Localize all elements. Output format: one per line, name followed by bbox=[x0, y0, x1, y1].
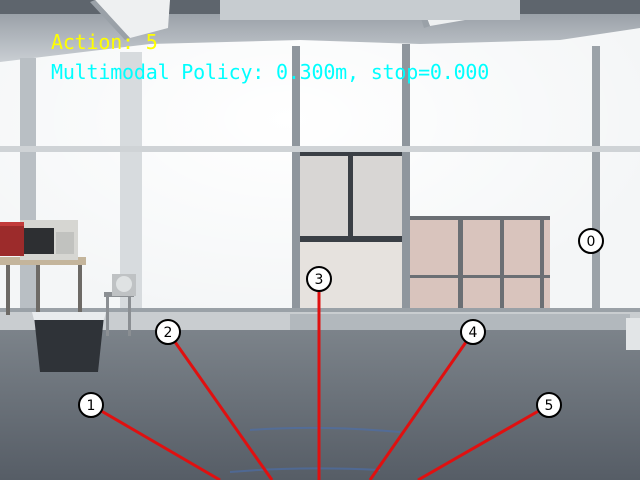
desk bbox=[0, 257, 86, 315]
action-readout: Action: 5 bbox=[51, 30, 158, 54]
policy-readout: Multimodal Policy: 0.300m, stop=0.000 bbox=[51, 60, 490, 84]
action-marker-3[interactable]: 3 bbox=[306, 266, 332, 292]
action-markers: 0 1 2 3 4 5 bbox=[78, 228, 604, 418]
action-marker-circle bbox=[578, 228, 604, 254]
trash-bin bbox=[32, 312, 106, 372]
action-marker-circle bbox=[78, 392, 104, 418]
action-marker-label: 2 bbox=[164, 325, 173, 341]
action-marker-label: 5 bbox=[545, 398, 554, 414]
action-rays bbox=[90, 279, 550, 480]
ceiling-light-left bbox=[90, 0, 170, 40]
action-marker-label: 0 bbox=[587, 234, 596, 250]
action-ray-4 bbox=[368, 331, 475, 480]
ceiling-beam bbox=[220, 0, 520, 20]
action-marker-circle bbox=[306, 266, 332, 292]
action-marker-4[interactable]: 4 bbox=[460, 319, 486, 345]
cart bbox=[104, 274, 136, 336]
action-marker-label: 3 bbox=[315, 272, 324, 288]
right-wall-edge bbox=[626, 318, 640, 350]
window-pane-right bbox=[410, 216, 550, 314]
action-marker-2[interactable]: 2 bbox=[155, 319, 181, 345]
floor-tape bbox=[229, 426, 401, 473]
action-marker-0[interactable]: 0 bbox=[578, 228, 604, 254]
action-ray-1 bbox=[90, 403, 221, 480]
action-marker-circle bbox=[155, 319, 181, 345]
action-marker-label: 1 bbox=[87, 398, 96, 414]
action-ray-2 bbox=[166, 331, 274, 480]
action-marker-1[interactable]: 1 bbox=[78, 392, 104, 418]
action-marker-circle bbox=[536, 392, 562, 418]
red-crate bbox=[0, 222, 24, 256]
action-marker-5[interactable]: 5 bbox=[536, 392, 562, 418]
printer bbox=[20, 220, 78, 260]
action-marker-circle bbox=[460, 319, 486, 345]
action-ray-5 bbox=[417, 403, 550, 480]
action-marker-label: 4 bbox=[469, 325, 478, 341]
